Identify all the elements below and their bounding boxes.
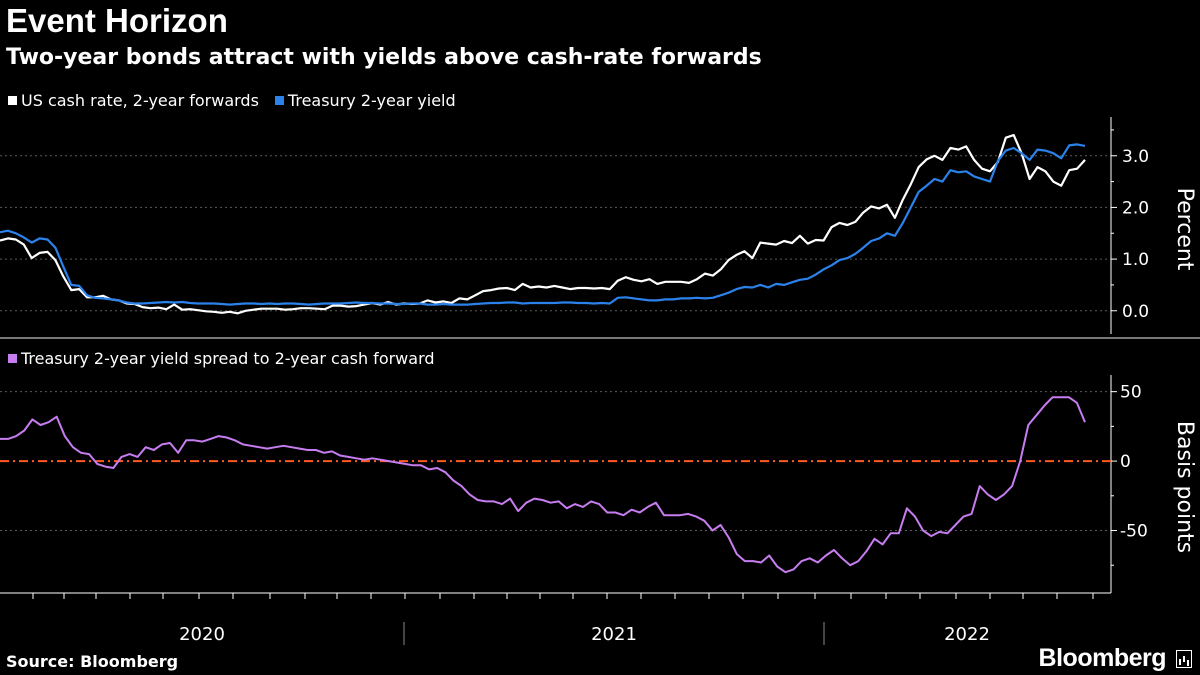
top-y-tick-label: 2.0 — [1122, 198, 1149, 218]
bloomberg-logo: Bloomberg — [1038, 644, 1167, 672]
legend-label-treasury: Treasury 2-year yield — [287, 91, 456, 110]
legend-item-cash-rate: US cash rate, 2-year forwards — [8, 91, 259, 110]
legend-item-spread: Treasury 2-year yield spread to 2-year c… — [8, 349, 435, 368]
source-note: Source: Bloomberg — [6, 652, 179, 671]
top-panel-gridlines — [0, 155, 1111, 312]
series-line-cash-rate — [0, 134, 1086, 315]
legend-swatch-spread — [8, 354, 17, 363]
legend-swatch-treasury — [274, 96, 284, 105]
x-tick-label: 2021 — [591, 624, 637, 645]
legend-swatch-cash-rate — [8, 96, 17, 105]
bottom-y-tick-label: 50 — [1120, 383, 1142, 403]
chart-subtitle: Two-year bonds attract with yields above… — [6, 45, 762, 70]
bottom-y-tick-label: 0 — [1120, 452, 1131, 472]
bottom-legend: Treasury 2-year yield spread to 2-year c… — [8, 349, 451, 368]
top-y-tick-label: 0.0 — [1122, 302, 1149, 322]
bloomberg-chart-icon — [1176, 650, 1192, 668]
bottom-y-axis-title: Basis points — [1172, 421, 1197, 553]
legend-item-treasury: Treasury 2-year yield — [274, 91, 456, 110]
bottom-y-tick-label: -50 — [1120, 522, 1148, 542]
x-tick-label: 2020 — [179, 624, 225, 645]
bottom-panel-gridlines — [0, 391, 1111, 532]
x-tick-label: 2022 — [944, 624, 990, 645]
top-y-tick-label: 3.0 — [1122, 147, 1149, 167]
top-y-tick-label: 1.0 — [1122, 250, 1149, 270]
series-line-spread — [0, 396, 1086, 574]
top-y-axis-title: Percent — [1172, 188, 1197, 271]
series-line-treasury-yield — [0, 143, 1086, 306]
legend-label-spread: Treasury 2-year yield spread to 2-year c… — [21, 349, 435, 368]
x-ticks: 2020 2021 2022 — [32, 593, 1094, 645]
chart-title: Event Horizon — [6, 2, 228, 39]
bottom-y-ticks: 50 0 -50 — [1111, 383, 1148, 566]
legend-label-cash-rate: US cash rate, 2-year forwards — [21, 91, 259, 110]
top-legend: US cash rate, 2-year forwards Treasury 2… — [8, 91, 472, 110]
top-y-ticks: 0.0 1.0 2.0 3.0 — [1111, 129, 1149, 322]
